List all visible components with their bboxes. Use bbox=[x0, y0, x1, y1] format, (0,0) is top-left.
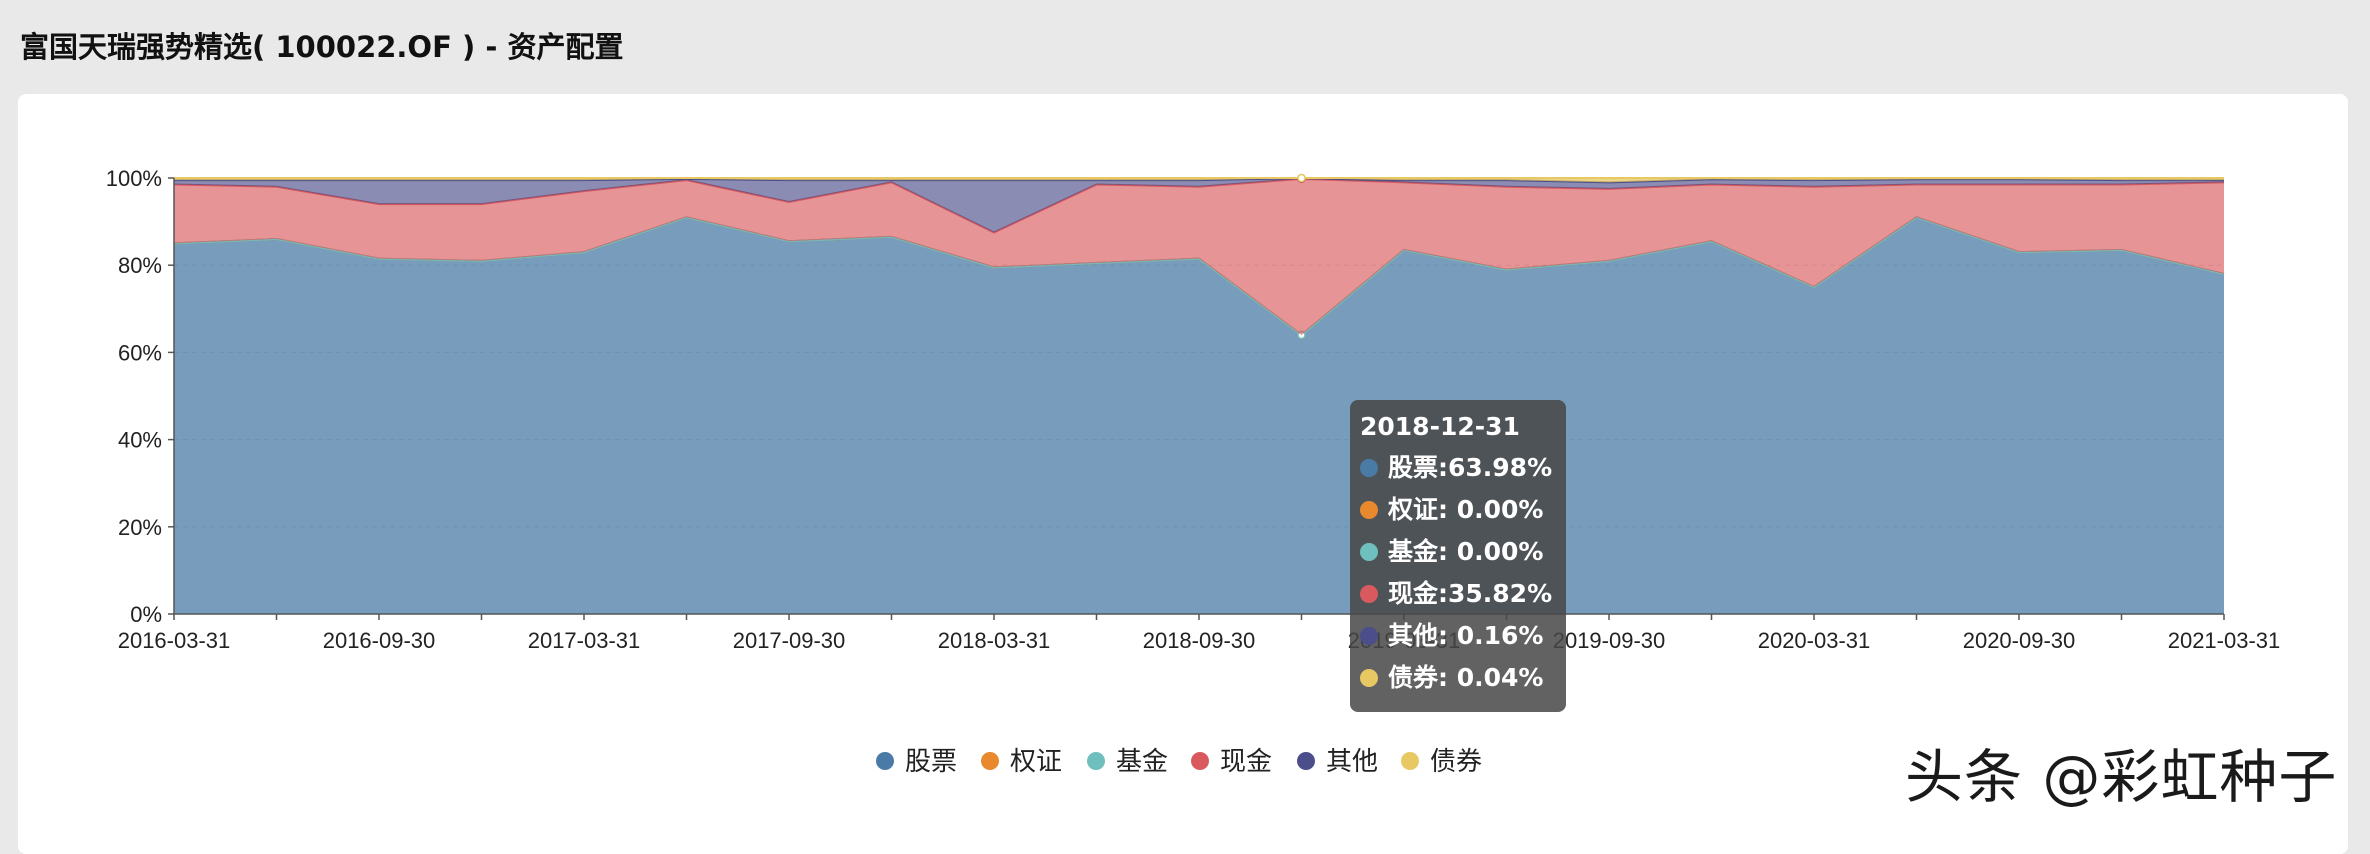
legend-bond-icon bbox=[1401, 752, 1419, 770]
legend-cash-icon bbox=[1191, 752, 1209, 770]
asset-allocation-chart[interactable]: 0% 20% 40% 60% 80% 100% 2016-03-31 2016-09-30 20… bbox=[0, 0, 2370, 828]
y-tick-label: 20% bbox=[118, 515, 162, 540]
legend-stock-icon bbox=[876, 752, 894, 770]
y-tick-label: 0% bbox=[130, 602, 162, 627]
x-tick-label: 2021-03-31 bbox=[2168, 628, 2281, 653]
tooltip-row-label: 权证: 0.00% bbox=[1388, 495, 1544, 524]
legend-label: 其他 bbox=[1326, 747, 1378, 777]
stock-dot-icon bbox=[1360, 459, 1378, 477]
watermark: 头条 @彩虹种子 bbox=[1905, 743, 2338, 811]
legend-item-warrant[interactable]: 权证 bbox=[981, 747, 1062, 777]
legend-label: 现金 bbox=[1220, 747, 1272, 777]
cash-dot-icon bbox=[1360, 585, 1378, 603]
y-tick-label: 80% bbox=[118, 253, 162, 278]
data-tooltip: 2018-12-31 股票:63.98% 权证: 0.00% 基金: 0.00%… bbox=[1350, 400, 1566, 712]
point-bond bbox=[1297, 173, 1306, 183]
legend-label: 债券 bbox=[1430, 747, 1482, 777]
tooltip-row-cash: 现金:35.82% bbox=[1360, 573, 1556, 615]
tooltip-row-label: 债券: 0.04% bbox=[1388, 663, 1544, 692]
page-title: 富国天瑞强势精选( 100022.OF ) - 资产配置 bbox=[20, 30, 624, 64]
x-tick-label: 2018-03-31 bbox=[938, 628, 1051, 653]
legend-item-bond[interactable]: 债券 bbox=[1401, 747, 1482, 777]
bond-dot-icon bbox=[1360, 669, 1378, 687]
tooltip-row-label: 基金: 0.00% bbox=[1388, 537, 1544, 566]
legend-label: 股票 bbox=[905, 747, 957, 777]
x-tick-label: 2017-09-30 bbox=[733, 628, 846, 653]
tooltip-row-bond: 债券: 0.04% bbox=[1360, 657, 1556, 699]
tooltip-row-stock: 股票:63.98% bbox=[1360, 447, 1556, 489]
other-dot-icon bbox=[1360, 627, 1378, 645]
legend-other-icon bbox=[1297, 752, 1315, 770]
x-tick-label: 2020-03-31 bbox=[1758, 628, 1871, 653]
legend-label: 权证 bbox=[1010, 747, 1062, 777]
tooltip-row-other: 其他: 0.16% bbox=[1360, 615, 1556, 657]
area-bond bbox=[174, 178, 2224, 183]
legend-item-other[interactable]: 其他 bbox=[1297, 747, 1378, 777]
legend-warrant-icon bbox=[981, 752, 999, 770]
tooltip-row-warrant: 权证: 0.00% bbox=[1360, 489, 1556, 531]
area-other bbox=[174, 178, 2224, 233]
x-tick-label: 2017-03-31 bbox=[528, 628, 641, 653]
x-tick-label: 2018-09-30 bbox=[1143, 628, 1256, 653]
x-tick-label: 2016-09-30 bbox=[323, 628, 436, 653]
legend-item-cash[interactable]: 现金 bbox=[1191, 747, 1272, 777]
y-tick-label: 100% bbox=[106, 166, 162, 191]
area-series bbox=[173, 173, 2225, 615]
legend-label: 基金 bbox=[1116, 747, 1168, 777]
tooltip-row-fund: 基金: 0.00% bbox=[1360, 531, 1556, 573]
legend[interactable]: 股票 权证 基金 现金 其他 债券 bbox=[876, 747, 1482, 777]
fund-dot-icon bbox=[1360, 543, 1378, 561]
tooltip-date: 2018-12-31 bbox=[1360, 412, 1520, 441]
y-tick-label: 60% bbox=[118, 340, 162, 365]
x-tick-label: 2016-03-31 bbox=[118, 628, 231, 653]
legend-item-fund[interactable]: 基金 bbox=[1087, 747, 1168, 777]
y-tick-label: 40% bbox=[118, 428, 162, 453]
tooltip-row-label: 其他: 0.16% bbox=[1388, 621, 1544, 650]
warrant-dot-icon bbox=[1360, 501, 1378, 519]
area-cash bbox=[174, 178, 2224, 336]
x-tick-label: 2020-09-30 bbox=[1963, 628, 2076, 653]
x-tick-label: 2019-09-30 bbox=[1553, 628, 1666, 653]
legend-fund-icon bbox=[1087, 752, 1105, 770]
area-stock bbox=[174, 217, 2224, 615]
tooltip-row-label: 现金:35.82% bbox=[1388, 579, 1553, 608]
legend-item-stock[interactable]: 股票 bbox=[876, 747, 957, 777]
tooltip-row-label: 股票:63.98% bbox=[1388, 453, 1553, 482]
